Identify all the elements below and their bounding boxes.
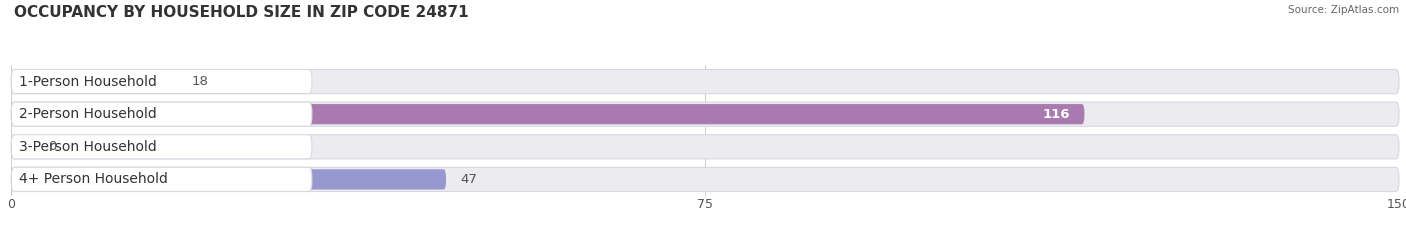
FancyBboxPatch shape [11, 137, 34, 157]
Text: 3-Person Household: 3-Person Household [18, 140, 156, 154]
Text: 2-Person Household: 2-Person Household [18, 107, 156, 121]
Text: 18: 18 [191, 75, 208, 88]
Text: OCCUPANCY BY HOUSEHOLD SIZE IN ZIP CODE 24871: OCCUPANCY BY HOUSEHOLD SIZE IN ZIP CODE … [14, 5, 468, 20]
FancyBboxPatch shape [11, 102, 312, 126]
Text: 47: 47 [460, 173, 477, 186]
FancyBboxPatch shape [11, 72, 177, 92]
FancyBboxPatch shape [11, 69, 312, 94]
FancyBboxPatch shape [11, 69, 1399, 94]
FancyBboxPatch shape [11, 167, 1399, 192]
FancyBboxPatch shape [11, 104, 1084, 124]
Text: 4+ Person Household: 4+ Person Household [18, 172, 167, 186]
FancyBboxPatch shape [11, 135, 1399, 159]
Text: 1-Person Household: 1-Person Household [18, 75, 156, 89]
FancyBboxPatch shape [11, 102, 1399, 126]
Text: 0: 0 [48, 140, 56, 153]
FancyBboxPatch shape [11, 169, 446, 189]
FancyBboxPatch shape [11, 135, 312, 159]
FancyBboxPatch shape [11, 167, 312, 192]
Text: Source: ZipAtlas.com: Source: ZipAtlas.com [1288, 5, 1399, 15]
Text: 116: 116 [1043, 108, 1070, 121]
